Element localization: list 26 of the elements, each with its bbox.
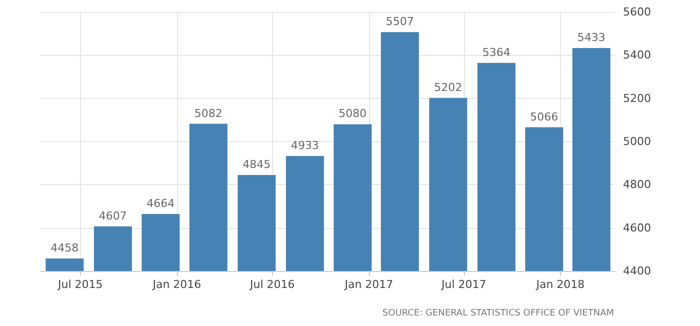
x-tick-label: Jan 2018 (535, 278, 585, 291)
y-tick-label: 5000 (623, 135, 651, 148)
data-label: 5507 (386, 15, 414, 28)
x-tick-label: Jan 2017 (344, 278, 394, 291)
data-label: 4607 (98, 209, 127, 222)
data-label: 5066 (530, 110, 558, 124)
data-label: 4458 (50, 241, 79, 254)
x-tick-label: Jul 2016 (249, 278, 295, 291)
x-tick-label: Jul 2017 (440, 278, 486, 291)
data-label: 5082 (194, 106, 222, 120)
y-tick-label: 4800 (623, 178, 651, 192)
y-tick-label: 5200 (623, 92, 651, 105)
data-label: 5080 (338, 107, 367, 120)
data-label: 5433 (577, 31, 606, 44)
y-tick-label: 5600 (623, 6, 651, 18)
source-note: SOURCE: GENERAL STATISTICS OFFICE OF VIETNAM (382, 308, 614, 318)
x-tick-label: Jan 2016 (152, 278, 202, 291)
y-tick-label: 4600 (623, 221, 651, 234)
data-label: 4664 (146, 197, 175, 210)
y-tick-label: 5400 (623, 48, 651, 62)
data-label: 4845 (242, 158, 271, 171)
x-tick-label: Jul 2015 (57, 278, 103, 291)
data-label: 5364 (482, 46, 510, 59)
y-tick-label: 4400 (623, 264, 651, 278)
data-label: 4933 (290, 138, 319, 152)
data-label: 5202 (434, 80, 462, 94)
